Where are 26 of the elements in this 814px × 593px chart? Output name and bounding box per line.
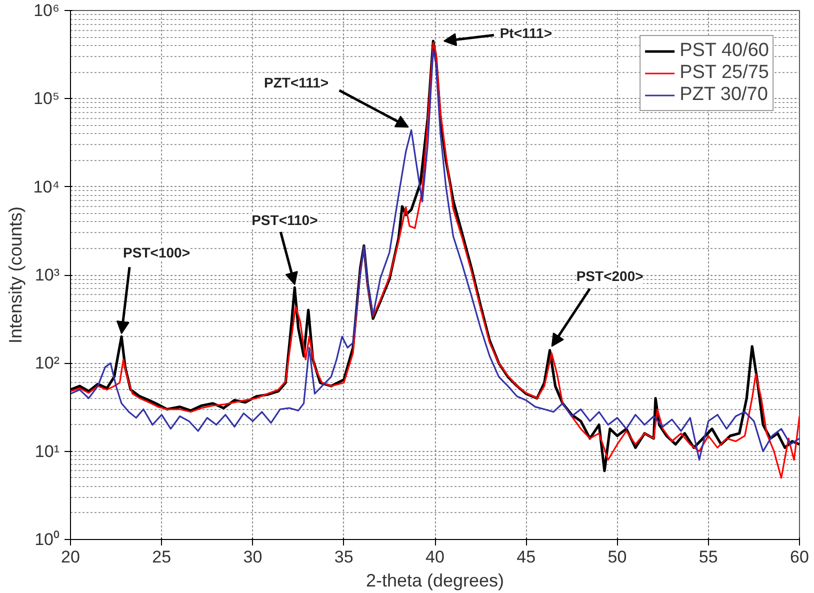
y-tick-label: 10⁵ (34, 89, 60, 108)
y-tick-label: 10³ (34, 266, 60, 284)
annotation: PST<100> (123, 244, 190, 260)
annotation: Pt<111> (500, 25, 552, 42)
y-tick-label: 10⁴ (33, 177, 60, 196)
x-tick-label: 35 (334, 548, 354, 566)
legend-label: PST 25/75 (680, 62, 769, 84)
y-tick-label: 10² (34, 354, 60, 373)
x-tick-label: 25 (152, 548, 172, 566)
x-axis-title: 2-theta (degrees) (366, 570, 504, 590)
x-tick-label: 30 (243, 548, 262, 566)
x-tick-label: 60 (790, 548, 809, 566)
x-tick-label: 50 (608, 548, 627, 566)
annotation: PZT<111> (264, 74, 329, 90)
y-tick-label: 10¹ (34, 442, 60, 461)
x-tick-label: 45 (516, 548, 536, 566)
y-tick-label: 10⁶ (34, 1, 60, 20)
y-tick-label: 10⁰ (34, 530, 60, 549)
y-axis-title: Intensity (counts) (5, 206, 26, 344)
annotation: PST<110> (252, 212, 318, 228)
legend-label: PST 40/60 (680, 40, 769, 62)
annotation: PST<200> (576, 268, 644, 284)
x-tick-label: 55 (698, 548, 718, 566)
x-tick-label: 40 (426, 548, 444, 566)
x-tick-label: 20 (61, 548, 80, 566)
legend-label: PZT 30/70 (680, 84, 768, 106)
